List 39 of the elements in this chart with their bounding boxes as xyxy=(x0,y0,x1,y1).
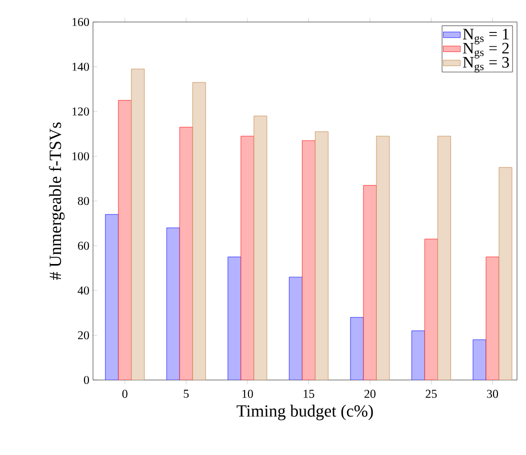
bar xyxy=(228,256,242,380)
bar xyxy=(472,340,486,380)
x-tick-label: 20 xyxy=(364,390,376,398)
x-tick-label: 5 xyxy=(184,390,189,398)
y-tick-label: 120 xyxy=(72,107,90,116)
bar xyxy=(498,167,512,380)
x-axis-title: Timing budget (c%) xyxy=(236,404,373,420)
bar xyxy=(118,100,132,380)
x-tick-label: 30 xyxy=(487,390,498,398)
x-tick-label: 25 xyxy=(426,390,437,398)
bar xyxy=(131,68,145,380)
bar xyxy=(240,136,254,380)
x-tick-label: 10 xyxy=(242,390,253,398)
bar xyxy=(412,330,425,380)
bar xyxy=(350,317,364,380)
bar xyxy=(105,214,119,380)
x-tick-label: 0 xyxy=(122,390,128,398)
bar xyxy=(302,140,316,380)
y-tick-label: 140 xyxy=(72,62,90,71)
bar xyxy=(314,131,328,380)
y-axis-title: # Unmergeable f-TSVs xyxy=(48,122,65,280)
y-tick-label: 80 xyxy=(78,196,90,206)
y-tick-label: 100 xyxy=(72,152,90,160)
bar xyxy=(166,228,180,380)
bar xyxy=(376,136,390,380)
bar xyxy=(363,185,377,380)
bar xyxy=(288,276,302,380)
bar xyxy=(438,136,451,380)
bar xyxy=(424,238,438,380)
y-tick-label: 0 xyxy=(84,376,90,384)
y-tick-label: 60 xyxy=(78,242,90,250)
y-tick-label: 160 xyxy=(72,18,90,26)
bar xyxy=(192,82,206,380)
y-tick-label: 40 xyxy=(78,286,90,295)
bar xyxy=(486,256,500,380)
bar xyxy=(254,116,268,380)
bar xyxy=(179,126,193,380)
y-tick-label: 20 xyxy=(78,331,90,340)
x-tick-label: 15 xyxy=(304,390,314,398)
